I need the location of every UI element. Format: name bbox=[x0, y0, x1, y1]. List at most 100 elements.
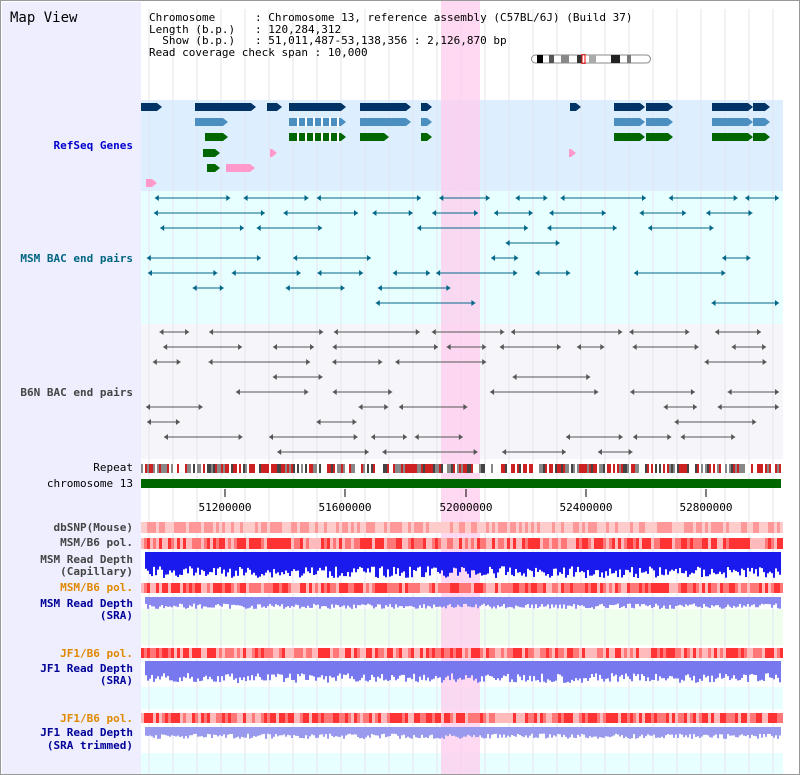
jf1-trimmed-depth bbox=[719, 727, 721, 735]
jf1-b6-pol-strip bbox=[384, 648, 387, 658]
msm-capillary-depth bbox=[367, 552, 369, 569]
msm-sra-depth bbox=[149, 597, 151, 605]
jf1-b6-pol-strip bbox=[276, 648, 279, 658]
msm-sra-depth bbox=[439, 597, 441, 607]
dbsnp-density bbox=[252, 522, 255, 533]
msm-sra-depth bbox=[733, 597, 735, 606]
jf1-sra-depth bbox=[773, 661, 775, 680]
msm-sra-depth bbox=[613, 597, 615, 606]
jf1-b6-pol-strip bbox=[159, 713, 162, 723]
dbsnp-density bbox=[612, 522, 615, 533]
bac-end-marker bbox=[471, 300, 476, 306]
msm-capillary-depth bbox=[527, 552, 529, 569]
track-label-jf1-b6-pol-1[interactable]: JF1/B6 pol. bbox=[60, 647, 133, 660]
dbsnp-density bbox=[759, 522, 762, 533]
msm-b6-pol-strip bbox=[576, 583, 579, 593]
jf1-b6-pol-strip bbox=[669, 713, 672, 723]
msm-sra-depth bbox=[743, 597, 745, 606]
jf1-trimmed-depth bbox=[283, 727, 285, 735]
msm-capillary-depth bbox=[355, 552, 357, 573]
msm-capillary-depth bbox=[441, 552, 443, 571]
jf1-trimmed-depth bbox=[685, 727, 687, 736]
jf1-sra-depth bbox=[531, 661, 533, 682]
msm-b6-pol-strip bbox=[453, 538, 456, 549]
jf1-sra-depth bbox=[267, 661, 269, 675]
repeat-element bbox=[651, 464, 653, 473]
track-label-refseq[interactable]: RefSeq Genes bbox=[53, 139, 133, 152]
jf1-b6-pol-strip bbox=[222, 648, 225, 658]
msm-b6-pol-strip bbox=[174, 538, 177, 549]
track-label-msm-depth-cap[interactable]: MSM Read Depth bbox=[40, 553, 133, 566]
track-label-b6n-bac[interactable]: B6N BAC end pairs bbox=[20, 386, 133, 399]
track-label-jf1-b6-pol-2[interactable]: JF1/B6 pol. bbox=[60, 712, 133, 725]
dbsnp-density bbox=[336, 522, 339, 533]
track-label-dbsnp[interactable]: dbSNP(Mouse) bbox=[53, 521, 133, 534]
dbsnp-density bbox=[294, 522, 297, 533]
jf1-trimmed-depth bbox=[485, 727, 487, 739]
msm-b6-pol-strip bbox=[546, 583, 549, 593]
msm-sra-depth bbox=[631, 597, 633, 608]
jf1-b6-pol-strip bbox=[522, 713, 525, 723]
msm-b6-pol-strip bbox=[465, 583, 468, 593]
msm-capillary-depth bbox=[211, 552, 213, 573]
track-label-msm-b6-pol-1[interactable]: MSM/B6 pol. bbox=[60, 536, 133, 549]
bac-end-marker bbox=[358, 404, 363, 410]
repeat-element bbox=[765, 464, 767, 473]
jf1-sra-depth bbox=[707, 661, 709, 676]
repeat-element bbox=[695, 464, 697, 473]
msm-b6-pol-strip bbox=[774, 538, 777, 549]
jf1-trimmed-depth bbox=[637, 727, 639, 738]
track-label-jf1-depth-sra[interactable]: JF1 Read Depth bbox=[40, 662, 133, 675]
msm-b6-pol-strip bbox=[681, 583, 684, 593]
gene-strand-arrow bbox=[215, 164, 220, 172]
dbsnp-density bbox=[534, 522, 537, 533]
jf1-trimmed-depth bbox=[519, 727, 521, 736]
jf1-sra-depth bbox=[175, 661, 177, 682]
msm-capillary-depth bbox=[261, 552, 263, 575]
bac-end-marker bbox=[319, 329, 324, 335]
msm-b6-pol-strip bbox=[675, 538, 678, 549]
msm-b6-pol-strip bbox=[732, 583, 735, 593]
msm-sra-depth bbox=[229, 597, 231, 609]
msm-sra-depth bbox=[581, 597, 583, 606]
refseq-gene bbox=[195, 103, 251, 111]
jf1-sra-depth bbox=[497, 661, 499, 679]
jf1-sra-depth bbox=[361, 661, 363, 678]
dbsnp-density bbox=[660, 522, 663, 533]
jf1-sra-depth bbox=[451, 661, 453, 674]
jf1-sra-depth bbox=[217, 661, 219, 677]
track-label-msm-b6-pol-2[interactable]: MSM/B6 pol. bbox=[60, 581, 133, 594]
repeat-element bbox=[327, 464, 329, 473]
msm-capillary-depth bbox=[177, 552, 179, 577]
msm-b6-pol-strip bbox=[156, 538, 159, 549]
msm-b6-pol-strip bbox=[219, 583, 222, 593]
track-label-msm-bac[interactable]: MSM BAC end pairs bbox=[20, 252, 133, 265]
jf1-b6-pol-strip bbox=[315, 648, 318, 658]
repeat-element bbox=[255, 464, 257, 473]
dbsnp-density bbox=[723, 522, 726, 533]
jf1-b6-pol-strip bbox=[300, 648, 303, 658]
msm-sra-depth bbox=[639, 597, 641, 607]
track-label-jf1-depth-trim[interactable]: JF1 Read Depth bbox=[40, 726, 133, 739]
msm-capillary-depth bbox=[323, 552, 325, 571]
msm-b6-pol-strip bbox=[561, 583, 564, 593]
bac-end-marker bbox=[226, 195, 231, 201]
msm-b6-pol-strip bbox=[345, 538, 348, 549]
repeat-element bbox=[727, 464, 729, 473]
dbsnp-density bbox=[273, 522, 276, 533]
dbsnp-density bbox=[162, 522, 165, 533]
repeat-element bbox=[509, 464, 511, 473]
track-label-repeat[interactable]: Repeat bbox=[93, 461, 133, 474]
dbsnp-density bbox=[744, 522, 747, 533]
track-label-chromosome[interactable]: chromosome 13 bbox=[46, 477, 133, 490]
msm-b6-pol-strip bbox=[351, 583, 354, 593]
jf1-trimmed-depth bbox=[549, 727, 551, 735]
dbsnp-density bbox=[492, 522, 495, 533]
track-label-msm-depth-sra[interactable]: MSM Read Depth bbox=[40, 597, 133, 610]
msm-b6-pol-strip bbox=[285, 538, 288, 549]
jf1-sra-depth bbox=[669, 661, 671, 676]
chromosome-ideogram[interactable] bbox=[531, 54, 651, 64]
msm-sra-depth bbox=[261, 597, 263, 608]
msm-sra-depth bbox=[483, 597, 485, 604]
